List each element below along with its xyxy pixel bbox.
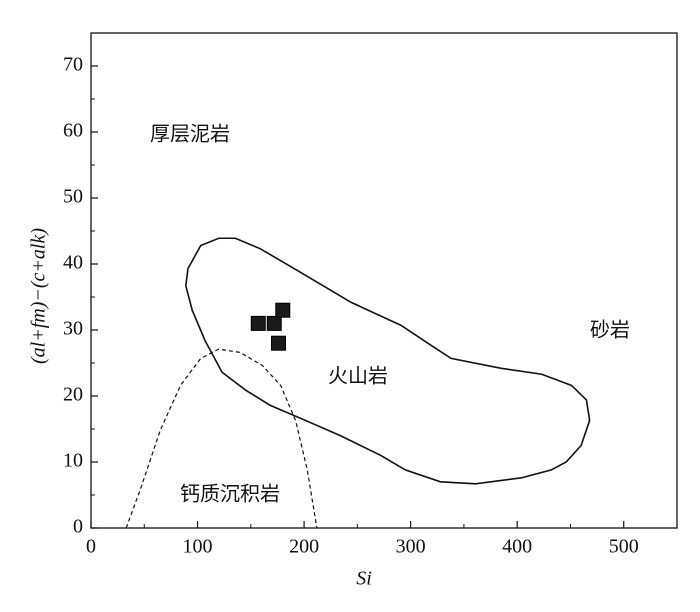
x-tick-label: 500 — [609, 536, 639, 558]
x-axis-label: Si — [356, 568, 372, 590]
annotation: 火山岩 — [328, 364, 388, 388]
data-point — [275, 302, 291, 318]
x-tick-label: 300 — [396, 536, 426, 558]
x-tick-label: 200 — [289, 536, 319, 558]
y-tick-label: 70 — [63, 54, 83, 76]
x-tick-label: 0 — [86, 536, 96, 558]
annotation: 厚层泥岩 — [150, 122, 230, 146]
annotation: 钙质沉积岩 — [180, 482, 280, 506]
region-boundary — [125, 348, 318, 529]
y-tick-label: 50 — [63, 186, 83, 208]
y-tick-label: 40 — [63, 252, 83, 274]
data-point — [271, 335, 287, 351]
data-point — [266, 315, 282, 331]
region-boundary — [185, 237, 591, 485]
x-tick-label: 100 — [183, 536, 213, 558]
data-point — [250, 315, 266, 331]
y-tick-label: 0 — [73, 516, 83, 538]
plot-frame — [90, 32, 678, 529]
y-tick-label: 60 — [63, 120, 83, 142]
annotation: 砂岩 — [590, 318, 630, 342]
y-tick-label: 20 — [63, 384, 83, 406]
x-tick-label: 400 — [502, 536, 532, 558]
y-tick-label: 30 — [63, 318, 83, 340]
y-axis-label: (al+fm)−(c+alk) — [28, 228, 50, 364]
y-tick-label: 10 — [63, 450, 83, 472]
